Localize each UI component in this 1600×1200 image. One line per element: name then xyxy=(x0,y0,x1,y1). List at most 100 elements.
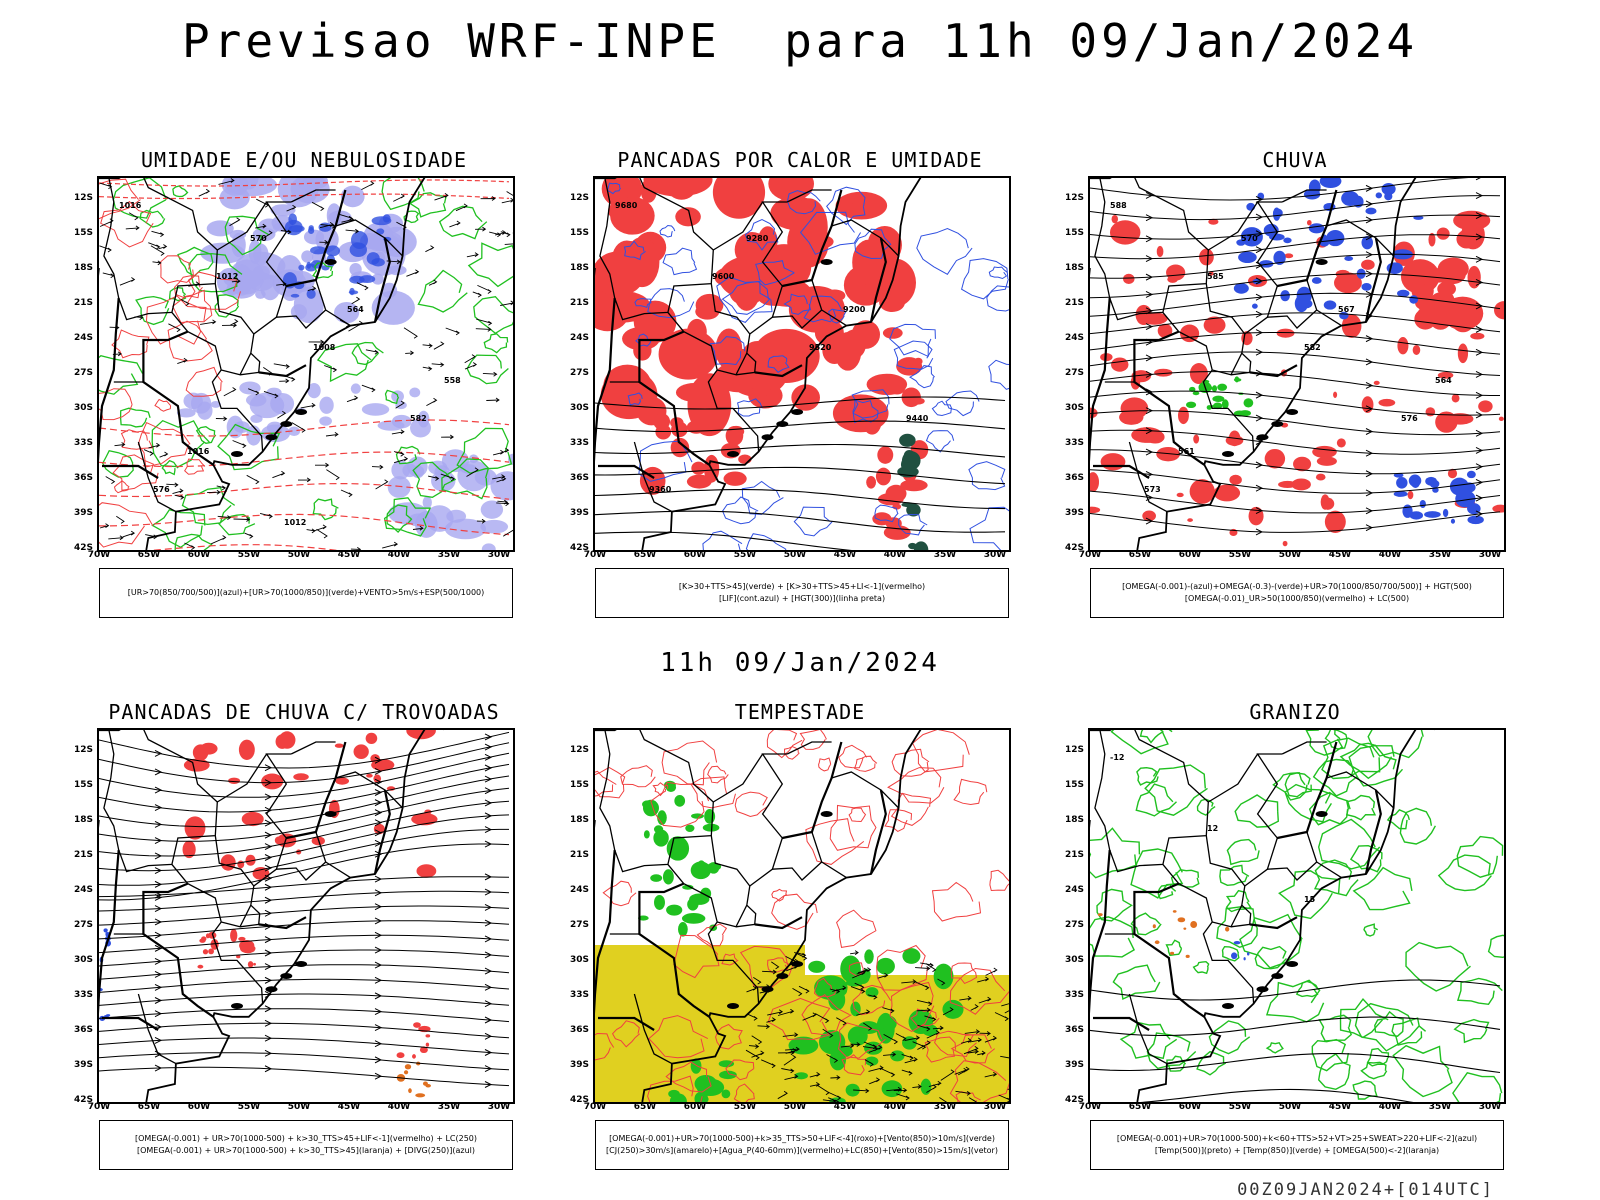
wind850-green-cell xyxy=(685,824,695,833)
rain-red-cell xyxy=(1284,253,1294,259)
wind-vector xyxy=(856,1009,871,1016)
flow-arrow xyxy=(484,903,493,911)
border-line xyxy=(1326,219,1395,257)
temp850-green-line xyxy=(1487,934,1504,959)
wind-vector xyxy=(785,1046,800,1052)
flow-arrow xyxy=(1255,414,1264,422)
precipitable-water-red-line xyxy=(841,1054,867,1076)
contour-label: 1012 xyxy=(216,272,238,281)
flow-arrow xyxy=(374,976,383,984)
precipitable-water-red-line xyxy=(595,770,617,797)
flow-arrow xyxy=(154,970,163,978)
wind-vector xyxy=(233,517,251,522)
hgt500-line xyxy=(1090,390,1501,416)
border-line xyxy=(1162,835,1246,928)
hail-blue-cell xyxy=(1246,952,1250,956)
storm-red-cell xyxy=(220,854,236,871)
wind-vector xyxy=(406,269,420,277)
flow-arrow xyxy=(484,787,493,795)
rain-blue-south-cell xyxy=(1450,518,1456,524)
streamlines-250-line xyxy=(99,920,510,940)
hail-blue-cell xyxy=(1231,952,1238,960)
humidity-green-line xyxy=(383,497,432,537)
precipitable-water-red-line xyxy=(805,818,865,865)
flow-arrow xyxy=(1255,246,1264,254)
panel-pancadas-calor: PANCADAS POR CALOR E UMIDADE 9680 9600 9520… xyxy=(523,148,1063,628)
precipitable-water-red-line xyxy=(891,748,930,777)
wind-vector xyxy=(978,996,992,1004)
lat-tick-label: 24S xyxy=(569,333,589,343)
wind-vector xyxy=(466,252,479,258)
flow-arrow xyxy=(374,850,383,858)
wind-vector xyxy=(412,525,424,531)
precipitable-water-red-line xyxy=(950,962,978,985)
lat-tick-label: 36S xyxy=(569,473,589,483)
forecast-time-label: 11h 09/Jan/2024 xyxy=(660,648,940,678)
lifted-index-blue-line xyxy=(722,496,759,525)
convection-red-cell xyxy=(775,203,802,225)
panel-legend: [OMEGA(-0.001)-(azul)+OMEGA(-0.3)-(verde… xyxy=(1090,568,1504,618)
lifted-index-blue-line xyxy=(755,260,795,286)
temp850-green-line xyxy=(1317,1053,1351,1091)
lake xyxy=(727,1003,739,1009)
lat-tick-label: 36S xyxy=(1064,1025,1084,1035)
wind850-green-south-cell xyxy=(881,1015,897,1031)
wind-vector xyxy=(177,357,188,365)
wind-vector xyxy=(198,188,211,197)
rain-red-cell xyxy=(1131,427,1163,443)
legend-line: [OMEGA(-0.001)-(azul)+OMEGA(-0.3)-(verde… xyxy=(1122,582,1472,591)
flow-arrow xyxy=(1365,382,1374,389)
lifted-index-blue-line xyxy=(606,182,621,195)
flow-arrow xyxy=(264,909,273,917)
lat-tick-label: 12S xyxy=(569,193,589,203)
storm-red-sw xyxy=(197,928,256,969)
lon-tick-label: 35W xyxy=(437,550,461,560)
lat-tick-label: 36S xyxy=(569,1025,589,1035)
rain-red-cell xyxy=(1131,370,1151,383)
contour-label: 564 xyxy=(1435,376,1452,385)
lon-tick-label: 50W xyxy=(287,1102,311,1112)
wind-vector xyxy=(277,410,287,419)
flow-arrow xyxy=(1365,200,1374,208)
rain-red-cell xyxy=(1220,491,1229,496)
convection-red-sw-cell xyxy=(653,413,671,430)
panel-chuva: CHUVA 588 585 582 576 573 570 567 564 561 12S 15S 18… xyxy=(1018,148,1558,628)
lon-tick-label: 55W xyxy=(1228,550,1252,560)
storm-red-se-cell xyxy=(425,1042,430,1047)
flow-arrow xyxy=(264,1049,273,1057)
lon-tick-label: 50W xyxy=(1278,550,1302,560)
humidity-green-line xyxy=(151,509,206,549)
flow-arrow xyxy=(154,820,163,828)
precipitable-water-red-line xyxy=(602,880,637,907)
flow-arrow xyxy=(1255,528,1264,536)
wind-vector xyxy=(223,387,237,397)
wind-vector xyxy=(751,1035,763,1045)
panel-legend: [OMEGA(-0.001)+UR>70(1000-500)+k>35_TTS>… xyxy=(595,1120,1009,1170)
legend-line: [OMEGA(-0.001) + UR>70(1000-500) + k>30_… xyxy=(136,1146,476,1155)
contour-label: 1012 xyxy=(284,518,306,527)
humidity-deep-blue-cell xyxy=(376,228,385,235)
contour-label: 588 xyxy=(1110,201,1127,210)
flow-arrow xyxy=(264,1034,273,1042)
rain-blue-south-cell xyxy=(1393,491,1408,497)
flow-arrow xyxy=(1365,216,1374,224)
streamlines-250-line xyxy=(99,742,510,784)
wind-vector xyxy=(850,986,866,994)
convection-red-cell xyxy=(715,328,743,370)
flow-arrow xyxy=(1255,230,1264,238)
precipitable-water-red-line xyxy=(912,730,970,773)
humidity-blue-band-cell xyxy=(417,410,430,428)
rain-red-cell xyxy=(1293,456,1312,472)
streamlines-250-line xyxy=(99,1022,510,1039)
convection-red-sw-cell xyxy=(686,474,712,489)
border-line xyxy=(142,882,214,1018)
wind-vector xyxy=(781,1068,795,1074)
pressure-labels: 1016 1012 1008 582 576 570 564 558 1016 1012 xyxy=(119,201,461,527)
border-line xyxy=(1277,189,1338,288)
border-line xyxy=(171,835,255,928)
lifted-index-blue-line xyxy=(793,506,833,537)
wind-vector xyxy=(279,378,290,384)
wind-vector xyxy=(1001,1001,1009,1007)
border-line xyxy=(811,279,847,327)
storm-red-cell xyxy=(373,823,385,835)
